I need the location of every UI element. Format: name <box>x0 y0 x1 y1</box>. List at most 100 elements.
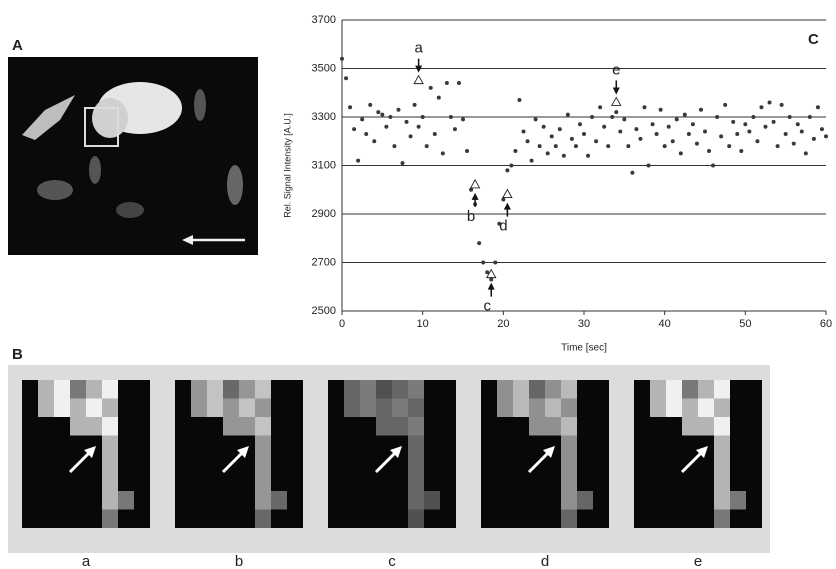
point <box>727 144 732 149</box>
tile-pixel <box>408 509 424 528</box>
point <box>723 102 728 107</box>
marker-triangle <box>502 188 513 199</box>
annotation-label: d <box>499 218 507 235</box>
point <box>372 139 377 144</box>
point <box>344 76 349 81</box>
tile-pixel <box>714 509 730 528</box>
annotation-arrow-head <box>503 202 511 210</box>
point <box>743 122 748 127</box>
point <box>811 136 816 141</box>
tile-pixel <box>255 509 271 528</box>
point <box>614 110 619 115</box>
point <box>606 144 611 149</box>
y-axis-label: Rel. Signal Intensity [A.U.] <box>282 113 292 218</box>
tile-pixel <box>561 454 577 473</box>
point <box>501 197 506 202</box>
x-axis-label: Time [sec] <box>561 343 607 354</box>
tile-pixel <box>102 454 118 473</box>
point <box>384 124 389 129</box>
point <box>674 117 679 122</box>
tile-pixel <box>271 491 287 510</box>
annotation-arrow-head <box>415 65 423 73</box>
point <box>469 187 474 192</box>
point <box>561 153 566 158</box>
tile-arrow-head <box>84 446 96 458</box>
tile-pixel <box>86 380 102 399</box>
point <box>638 136 643 141</box>
x-tick-label: 0 <box>339 318 345 330</box>
point <box>646 163 651 168</box>
tile-pixel <box>561 380 577 399</box>
tile-pixel <box>223 417 239 436</box>
point <box>678 151 683 156</box>
tile-pixel <box>392 380 408 399</box>
point <box>707 148 712 153</box>
tile-pixel <box>545 398 561 417</box>
point <box>807 115 812 119</box>
tile-pixel <box>497 380 513 399</box>
point <box>755 139 760 144</box>
point <box>775 144 780 149</box>
point <box>553 144 558 149</box>
point <box>497 221 502 226</box>
point <box>396 107 401 112</box>
point <box>452 127 457 132</box>
point <box>577 122 582 127</box>
tile-pixel <box>392 398 408 417</box>
point <box>525 139 530 144</box>
point <box>602 124 607 129</box>
point <box>787 115 792 119</box>
tile-pixel <box>529 380 545 399</box>
tile-pixel <box>577 491 593 510</box>
point <box>634 127 639 132</box>
point <box>489 277 494 282</box>
tile-pixel <box>360 380 376 399</box>
point <box>582 131 586 136</box>
point <box>509 163 514 168</box>
annotation-label: c <box>483 298 491 315</box>
point <box>424 144 429 149</box>
point <box>529 158 534 163</box>
tile-pixel <box>86 417 102 436</box>
tile-caption: a <box>82 553 91 569</box>
point <box>400 161 405 166</box>
tile-pixel <box>714 398 730 417</box>
tile-pixel <box>529 417 545 436</box>
point <box>348 105 353 110</box>
tile-pixel <box>54 380 70 399</box>
point <box>448 115 453 119</box>
tile-pixel <box>255 491 271 510</box>
point <box>586 153 591 158</box>
tile-pixel <box>666 398 682 417</box>
point <box>513 148 518 153</box>
tile-pixel <box>38 380 54 399</box>
tile-pixel <box>191 398 207 417</box>
tile-pixel <box>408 435 424 454</box>
tile-pixel <box>561 417 577 436</box>
tile-pixel <box>408 417 424 436</box>
point <box>767 100 772 105</box>
panel-label: B <box>12 346 23 363</box>
point <box>360 117 365 122</box>
point <box>456 81 461 86</box>
annotation-arrow-head <box>612 87 620 95</box>
point <box>824 134 828 139</box>
point <box>690 122 695 127</box>
point <box>803 151 808 156</box>
tile-pixel <box>650 398 666 417</box>
point <box>477 241 482 246</box>
tile-pixel <box>239 417 255 436</box>
tile-caption: c <box>388 553 396 569</box>
y-tick-label: 3700 <box>312 14 336 26</box>
x-tick-label: 20 <box>497 318 509 330</box>
point <box>416 124 421 129</box>
tile-pixel <box>102 491 118 510</box>
point <box>565 112 570 117</box>
tile-pixel <box>513 398 529 417</box>
point <box>557 127 562 132</box>
tile-pixel <box>255 380 271 399</box>
panel-b-tiles: a b c d e <box>22 380 762 569</box>
tile-pixel <box>730 491 746 510</box>
tile-caption: e <box>694 553 702 569</box>
tile-pixel <box>698 380 714 399</box>
